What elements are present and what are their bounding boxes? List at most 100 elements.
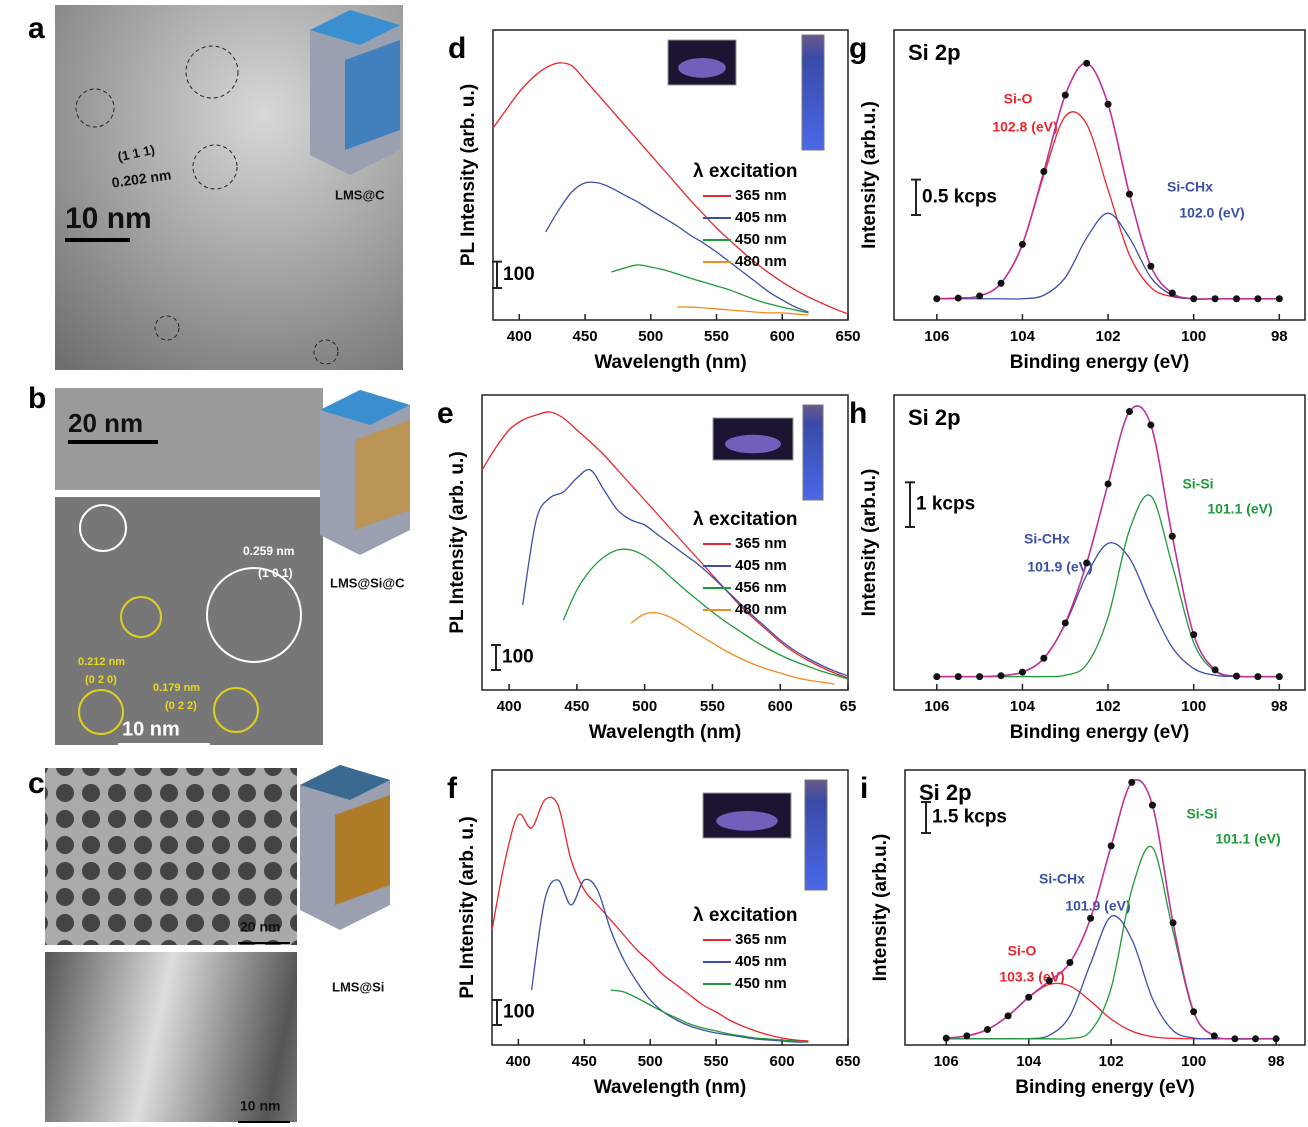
x-tick-label: 98 <box>1271 698 1288 715</box>
data-point <box>1275 673 1283 681</box>
data-point <box>1104 480 1112 488</box>
inset-glow <box>716 811 778 831</box>
peak-name: Si-CHx <box>1167 179 1213 195</box>
data-point <box>1061 91 1069 99</box>
data-point <box>1231 1035 1239 1043</box>
data-point <box>1004 1012 1012 1020</box>
series-line <box>936 62 1280 300</box>
legend-label: 450 nm <box>735 975 787 992</box>
data-point <box>976 292 984 300</box>
panel-letter: i <box>860 772 868 805</box>
series-line <box>611 264 809 314</box>
data-point <box>1083 59 1091 67</box>
peak-name: Si-Si <box>1182 476 1213 492</box>
image-label: 0.179 nm <box>153 682 200 694</box>
data-point <box>976 673 984 681</box>
y-axis-label: Intensity (arb.u.) <box>859 101 880 249</box>
data-point <box>954 673 962 681</box>
y-axis-label: Intensity (arb.u.) <box>870 834 891 982</box>
image-label: 10 nm <box>240 1098 280 1114</box>
chart-title: Si 2p <box>908 40 961 65</box>
series-line <box>946 915 1277 1040</box>
legend-title: λ excitation <box>693 509 798 530</box>
data-point <box>997 279 1005 287</box>
data-point <box>1147 262 1155 270</box>
x-tick-label: 100 <box>1181 1053 1206 1070</box>
plot-frame <box>491 769 849 1046</box>
legend-title: λ excitation <box>693 161 798 182</box>
data-point <box>1045 977 1053 985</box>
series-line <box>936 542 1280 678</box>
series-line <box>530 878 809 1043</box>
data-point <box>1190 1008 1198 1016</box>
data-point <box>1210 1032 1218 1040</box>
x-tick-label: 106 <box>924 698 949 715</box>
x-tick-label: 65 <box>840 698 857 715</box>
data-point <box>1275 295 1283 303</box>
x-tick-label: 550 <box>700 698 725 715</box>
series-line <box>936 494 1280 678</box>
x-tick-label: 500 <box>638 1053 663 1070</box>
series-line <box>610 989 809 1043</box>
y-axis-label: PL Intensity (arb. u.) <box>458 84 479 266</box>
tem-image-b-top <box>55 388 323 490</box>
legend-label: 456 nm <box>735 579 787 596</box>
data-point <box>1211 295 1219 303</box>
legend-label: 405 nm <box>735 209 787 226</box>
peak-name: Si-O <box>1008 943 1037 959</box>
x-tick-label: 650 <box>835 328 860 345</box>
plot-frame <box>481 394 849 691</box>
x-tick-label: 450 <box>564 698 589 715</box>
series-line <box>522 468 849 677</box>
data-point <box>1107 842 1115 850</box>
inset-vial <box>801 34 825 151</box>
panel-letter: b <box>28 382 46 415</box>
scale-bar-label: 100 <box>503 1002 535 1023</box>
x-tick-label: 102 <box>1096 698 1121 715</box>
x-tick-label: 550 <box>704 1053 729 1070</box>
data-point <box>1087 914 1095 922</box>
x-tick-label: 106 <box>924 328 949 345</box>
legend-label: 405 nm <box>735 953 787 970</box>
series-line <box>946 982 1277 1040</box>
peak-name: Si-Si <box>1186 806 1217 822</box>
data-point <box>1025 993 1033 1001</box>
data-point <box>1190 295 1198 303</box>
data-point <box>1148 801 1156 809</box>
data-point <box>1125 190 1133 198</box>
x-axis-label: Binding energy (eV) <box>1010 352 1189 373</box>
data-point <box>1168 532 1176 540</box>
series-line <box>491 796 809 1042</box>
x-tick-label: 100 <box>1181 328 1206 345</box>
data-point <box>1168 289 1176 297</box>
image-label: (1 0 1) <box>258 566 293 580</box>
series-line <box>936 405 1280 678</box>
data-point <box>1125 408 1133 416</box>
legend-label: 365 nm <box>735 931 787 948</box>
scale-bar-label: 0.5 kcps <box>922 186 997 207</box>
scale-bar <box>921 800 931 834</box>
x-tick-label: 400 <box>506 1053 531 1070</box>
peak-name: Si-CHx <box>1024 531 1070 547</box>
x-tick-label: 102 <box>1099 1053 1124 1070</box>
data-point <box>954 294 962 302</box>
tem-image-c-bottom <box>45 952 297 1122</box>
x-tick-label: 102 <box>1096 328 1121 345</box>
data-point <box>1233 672 1240 680</box>
x-axis-label: Wavelength (nm) <box>594 1077 746 1098</box>
image-label: 0.259 nm <box>243 544 294 558</box>
series-line <box>630 611 835 685</box>
x-axis-label: Binding energy (eV) <box>1010 722 1189 743</box>
image-label: 0.212 nm <box>78 656 125 668</box>
scale-bar-label: 100 <box>503 264 535 285</box>
x-tick-label: 600 <box>770 1053 795 1070</box>
image-label: LMS@Si@C <box>330 575 405 590</box>
chart-title: Si 2p <box>919 780 972 805</box>
legend-title: λ excitation <box>693 905 798 926</box>
x-tick-label: 98 <box>1271 328 1288 345</box>
peak-label: 102.0 (eV) <box>1179 205 1244 221</box>
inset-vial <box>804 779 828 891</box>
plot-frame <box>904 769 1306 1046</box>
image-label: 20 nm <box>240 919 280 935</box>
